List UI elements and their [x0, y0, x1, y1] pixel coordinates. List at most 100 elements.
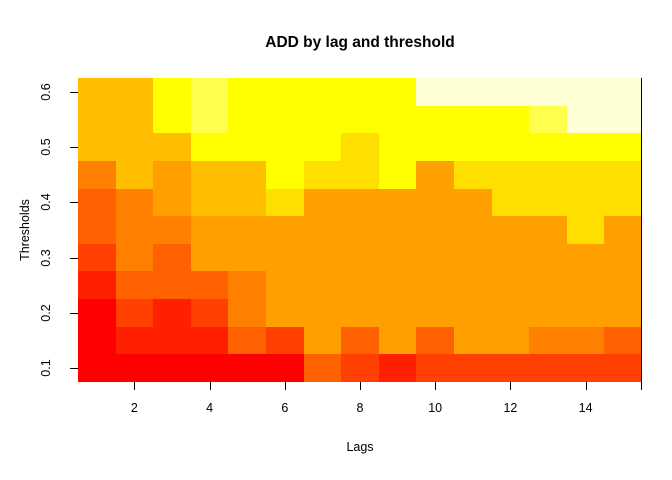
heatmap-cell — [228, 299, 266, 327]
heatmap-cell — [453, 326, 492, 355]
heatmap-cell — [604, 243, 642, 272]
heatmap-cell — [341, 133, 379, 161]
heatmap-cell — [115, 354, 154, 382]
x-tick-mark — [510, 382, 512, 390]
heatmap-cell — [378, 271, 417, 300]
heatmap-cell — [566, 354, 605, 382]
heatmap-cell — [341, 78, 379, 106]
heatmap-cell — [265, 160, 304, 189]
heatmap-cell — [453, 216, 492, 244]
x-tick-label: 10 — [428, 401, 443, 415]
heatmap-cell — [303, 133, 342, 161]
heatmap-cell — [604, 133, 642, 161]
heatmap-cell — [115, 326, 154, 355]
x-tick-label: 4 — [206, 401, 214, 415]
x-tick-mark — [134, 382, 136, 390]
heatmap-cell — [566, 160, 605, 189]
heatmap-cell — [115, 216, 154, 244]
heatmap-cell — [453, 188, 492, 217]
heatmap-cell — [341, 271, 379, 300]
heatmap-cell — [453, 354, 492, 382]
heatmap-cell — [228, 243, 266, 272]
heatmap-cell — [78, 188, 116, 217]
heatmap-cell — [78, 216, 116, 244]
heatmap-cell — [228, 271, 266, 300]
heatmap-cell — [604, 216, 642, 244]
heatmap-cell — [190, 188, 229, 217]
heatmap-cell — [303, 354, 342, 382]
heatmap-cell — [529, 354, 567, 382]
y-tick-label: 0.2 — [39, 304, 53, 322]
heatmap-cell — [78, 299, 116, 327]
y-tick-mark — [70, 147, 78, 149]
heatmap-cell — [228, 78, 266, 106]
heatmap-cell — [153, 354, 191, 382]
heatmap-cell — [529, 326, 567, 355]
heatmap-cell — [491, 105, 530, 134]
heatmap-cell — [265, 243, 304, 272]
heatmap-cell — [416, 216, 454, 244]
heatmap-cell — [529, 78, 567, 106]
plot-right-border — [641, 78, 642, 390]
heatmap-cell — [153, 160, 191, 189]
heatmap-cell — [153, 216, 191, 244]
heatmap-cell — [529, 133, 567, 161]
chart-title: ADD by lag and threshold — [265, 34, 455, 51]
y-tick-mark — [70, 368, 78, 370]
heatmap-cell — [341, 326, 379, 355]
heatmap-cell — [453, 133, 492, 161]
heatmap-cell — [153, 188, 191, 217]
heatmap-cell — [529, 160, 567, 189]
heatmap-cell — [566, 243, 605, 272]
heatmap-cell — [265, 326, 304, 355]
heatmap-cell — [115, 105, 154, 134]
y-axis-label: Thresholds — [18, 199, 32, 261]
y-tick-label: 0.6 — [39, 83, 53, 101]
heatmap-cell — [378, 354, 417, 382]
heatmap-cell — [115, 243, 154, 272]
heatmap-cell — [529, 299, 567, 327]
heatmap-cell — [491, 216, 530, 244]
x-tick-label: 8 — [356, 401, 364, 415]
heatmap-cell — [416, 243, 454, 272]
heatmap-cell — [153, 133, 191, 161]
heatmap-cell — [529, 216, 567, 244]
heatmap-cell — [78, 160, 116, 189]
heatmap-cell — [416, 160, 454, 189]
heatmap-cell — [491, 243, 530, 272]
heatmap-cell — [491, 188, 530, 217]
heatmap-cell — [416, 271, 454, 300]
y-tick-label: 0.1 — [39, 359, 53, 377]
heatmap-cell — [566, 105, 605, 134]
heatmap-cell — [416, 299, 454, 327]
heatmap-cell — [228, 326, 266, 355]
heatmap-cell — [566, 216, 605, 244]
x-axis-label: Lags — [346, 440, 374, 454]
heatmap-cell — [566, 78, 605, 106]
heatmap-cell — [341, 354, 379, 382]
heatmap-cell — [153, 243, 191, 272]
heatmap-cell — [153, 271, 191, 300]
heatmap-cell — [303, 105, 342, 134]
heatmap-cell — [265, 271, 304, 300]
heatmap-cell — [78, 78, 116, 106]
heatmap-cell — [190, 271, 229, 300]
x-tick-mark — [435, 382, 437, 390]
heatmap-cell — [604, 299, 642, 327]
y-tick-label: 0.3 — [39, 248, 53, 267]
heatmap-cell — [604, 326, 642, 355]
heatmap-cell — [190, 133, 229, 161]
heatmap-cell — [491, 160, 530, 189]
heatmap-cell — [303, 299, 342, 327]
heatmap-cell — [416, 133, 454, 161]
heatmap-cell — [491, 326, 530, 355]
heatmap-cell — [303, 216, 342, 244]
heatmap-cell — [378, 160, 417, 189]
heatmap-cell — [341, 216, 379, 244]
heatmap-cell — [378, 133, 417, 161]
heatmap-cell — [416, 78, 454, 106]
heatmap-cell — [190, 105, 229, 134]
y-tick-mark — [70, 257, 78, 259]
heatmap-cell — [453, 299, 492, 327]
